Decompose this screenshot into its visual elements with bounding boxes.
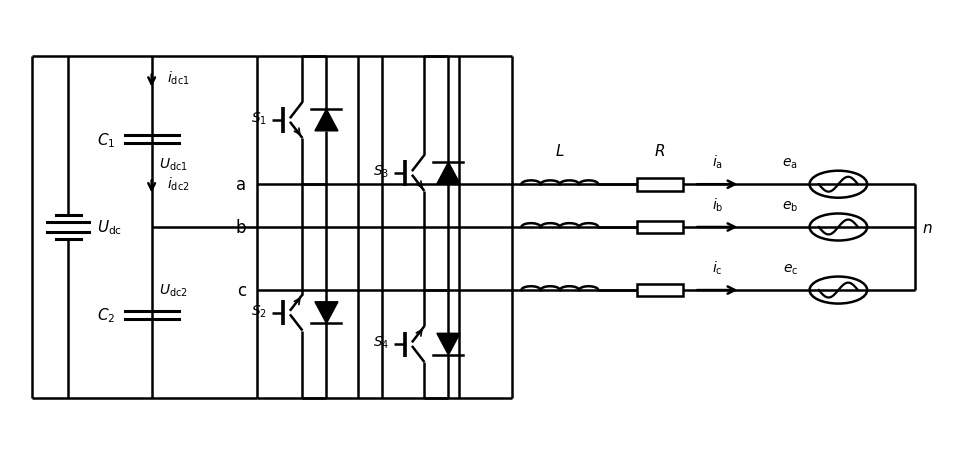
Text: $L$: $L$	[555, 143, 564, 159]
Text: $e_{\mathrm{b}}$: $e_{\mathrm{b}}$	[781, 199, 798, 213]
Text: $i_{\mathrm{c}}$: $i_{\mathrm{c}}$	[712, 259, 723, 277]
FancyBboxPatch shape	[637, 221, 683, 234]
Text: $C_2$: $C_2$	[97, 306, 115, 324]
Text: $n$: $n$	[922, 220, 932, 235]
Text: $R$: $R$	[654, 143, 666, 159]
Text: $e_{\mathrm{a}}$: $e_{\mathrm{a}}$	[782, 156, 798, 171]
Text: $i_{\mathrm{a}}$: $i_{\mathrm{a}}$	[712, 154, 723, 171]
Text: b: b	[236, 218, 245, 237]
Text: c: c	[237, 282, 245, 299]
Polygon shape	[437, 334, 460, 355]
Text: $S_1$: $S_1$	[251, 110, 267, 126]
Polygon shape	[315, 302, 338, 324]
Text: $S_4$: $S_4$	[373, 334, 389, 350]
Polygon shape	[437, 163, 460, 184]
Polygon shape	[315, 110, 338, 131]
Text: a: a	[236, 176, 245, 194]
Text: $e_{\mathrm{c}}$: $e_{\mathrm{c}}$	[782, 262, 798, 276]
Text: $i_{\mathrm{dc1}}$: $i_{\mathrm{dc1}}$	[167, 70, 189, 87]
Text: $i_{\mathrm{b}}$: $i_{\mathrm{b}}$	[712, 197, 724, 214]
FancyBboxPatch shape	[637, 178, 683, 191]
Text: $i_{\mathrm{dc2}}$: $i_{\mathrm{dc2}}$	[167, 175, 189, 192]
Text: $U_{\mathrm{dc1}}$: $U_{\mathrm{dc1}}$	[159, 157, 188, 173]
Text: $U_{\mathrm{dc}}$: $U_{\mathrm{dc}}$	[97, 218, 122, 237]
Text: $U_{\mathrm{dc2}}$: $U_{\mathrm{dc2}}$	[159, 282, 188, 298]
Text: $C_1$: $C_1$	[97, 131, 115, 149]
Text: $S_3$: $S_3$	[373, 163, 389, 180]
Text: $S_2$: $S_2$	[251, 303, 267, 319]
FancyBboxPatch shape	[637, 284, 683, 297]
